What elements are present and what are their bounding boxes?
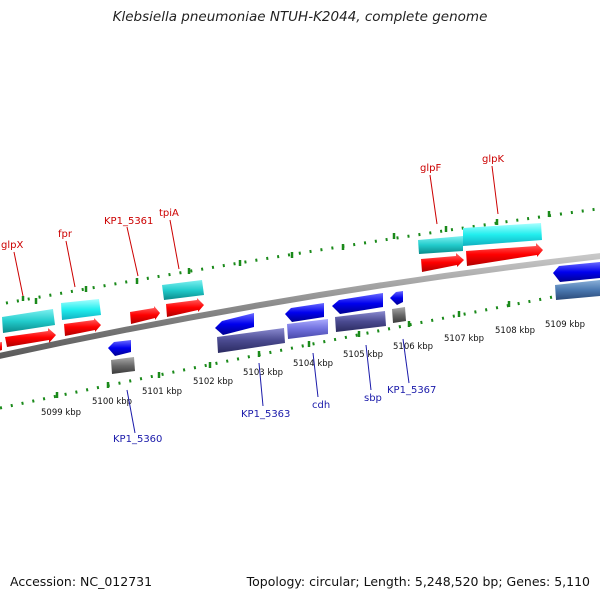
cds-feature [2, 309, 55, 333]
gene-label: cdh [312, 400, 330, 411]
gene-feature [285, 303, 324, 322]
cds-feature [61, 299, 101, 320]
gene-label: KP1_5363 [241, 409, 290, 420]
gene-feature [5, 328, 56, 347]
forward-cds-features [2, 223, 542, 333]
gene-feature [332, 293, 383, 314]
scale-label: 5109 kbp [545, 320, 585, 330]
scale-label: 5106 kbp [393, 342, 433, 352]
genome-summary-text: Topology: circular; Length: 5,248,520 bp… [246, 574, 590, 589]
bottom-label-leaders [126, 338, 410, 434]
gene-feature [553, 262, 600, 282]
top-gene-labels: glpX fpr KP1_5361 tpiA glpF glpK [1, 154, 504, 251]
gene-label: glpX [1, 240, 23, 251]
cds-feature [335, 311, 386, 332]
scale-label: 5099 kbp [41, 408, 81, 418]
scale-label: 5103 kbp [243, 368, 283, 378]
gene-label: sbp [364, 393, 382, 404]
gene-label: tpiA [159, 208, 179, 219]
top-label-leaders [13, 165, 499, 297]
cds-feature [463, 223, 542, 246]
gene-label: KP1_5367 [387, 385, 436, 396]
gene-feature [130, 306, 160, 324]
genome-backbone [0, 253, 600, 359]
gene-feature [108, 340, 131, 356]
scale-label: 5101 kbp [142, 387, 182, 397]
scale-labels: 5099 kbp 5100 kbp 5101 kbp 5102 kbp 5103… [41, 320, 585, 418]
bottom-gene-labels: KP1_5360 KP1_5363 cdh sbp KP1_5367 [113, 385, 436, 445]
forward-gene-features [0, 243, 543, 351]
scale-label: 5100 kbp [92, 397, 132, 407]
page-title: Klebsiella pneumoniae NTUH-K2044, comple… [112, 9, 488, 25]
gene-label: glpK [482, 154, 504, 165]
gene-feature [166, 298, 204, 317]
cds-feature [418, 236, 463, 254]
reverse-gene-features [108, 262, 600, 356]
cds-feature [287, 319, 328, 339]
gene-feature [64, 318, 101, 336]
gene-feature [0, 342, 2, 351]
gene-feature [215, 313, 254, 335]
cds-feature [217, 328, 285, 353]
scale-label: 5107 kbp [444, 334, 484, 344]
gene-feature [421, 253, 464, 272]
cds-feature [162, 280, 204, 300]
scale-label: 5102 kbp [193, 377, 233, 387]
scale-label: 5104 kbp [293, 359, 333, 369]
gene-feature [390, 291, 403, 305]
cds-feature [111, 357, 135, 374]
top-major-ticks [21, 211, 551, 304]
gene-label: fpr [58, 229, 73, 240]
gene-label: glpF [420, 163, 441, 174]
scale-label: 5108 kbp [495, 326, 535, 336]
accession-text: Accession: NC_012731 [10, 574, 153, 589]
reverse-cds-features [111, 280, 600, 374]
scale-label: 5105 kbp [343, 350, 383, 360]
gene-label: KP1_5361 [104, 216, 153, 227]
bottom-major-ticks [55, 291, 561, 398]
cds-feature [555, 280, 600, 300]
gene-feature [466, 243, 543, 266]
gene-label: KP1_5360 [113, 434, 162, 445]
cds-feature [392, 307, 406, 323]
